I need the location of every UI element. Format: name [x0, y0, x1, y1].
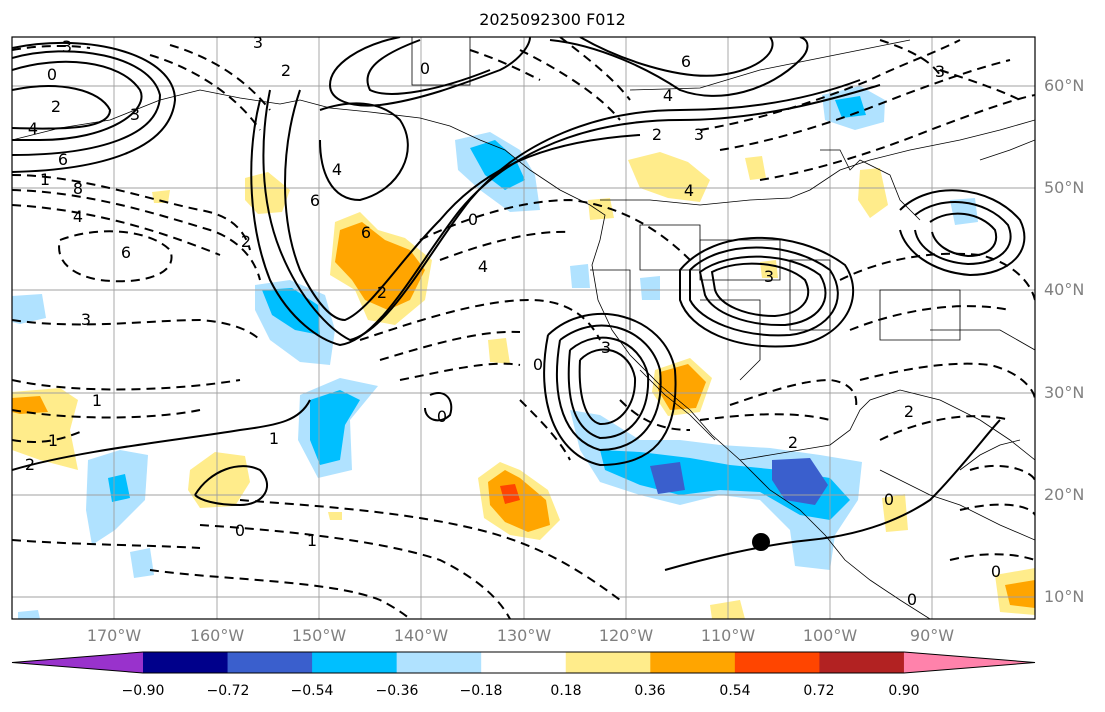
lon-label: 130°W	[496, 626, 552, 645]
map-title: 2025092300 F012	[479, 10, 626, 29]
contour-labels: 3 0 3 0 6 4 2 3 4 6 8 4 1 2 4 6 2 3 4 6 …	[25, 33, 1001, 609]
colorbar-extend-max	[903, 652, 1035, 673]
contour-label: 2	[25, 455, 35, 474]
contour-label: 0	[47, 65, 57, 84]
shaded-field	[12, 86, 1035, 619]
contour-label: 0	[991, 562, 1001, 581]
contour-label: 4	[684, 181, 694, 200]
contour-label: 6	[361, 223, 371, 242]
contour-label: 0	[468, 210, 478, 229]
lon-label: 120°W	[598, 626, 654, 645]
lat-label: 10°N	[1044, 587, 1085, 606]
contour-label: 2	[904, 402, 914, 421]
plot-area: 3 0 3 0 6 4 2 3 4 6 8 4 1 2 4 6 2 3 4 6 …	[12, 33, 1035, 619]
contour-label: 2	[377, 283, 387, 302]
contour-label: 6	[58, 150, 68, 169]
contour-label: 2	[788, 433, 798, 452]
colorbar-segment	[143, 652, 229, 673]
lon-label: 140°W	[393, 626, 449, 645]
contour-label: 0	[437, 407, 447, 426]
contour-label: 3	[935, 62, 945, 81]
contour-label: 2	[652, 125, 662, 144]
colorbar-tick-label: −0.90	[121, 683, 165, 699]
contour-label: 6	[681, 52, 691, 71]
contour-label: 4	[332, 160, 342, 179]
contour-label: 3	[253, 33, 263, 52]
colorbar-segment	[227, 652, 313, 673]
colorbar-segment	[734, 652, 820, 673]
colorbar-tick-label: −0.36	[375, 683, 419, 699]
lat-label: 20°N	[1044, 485, 1085, 504]
colorbar-segment	[312, 652, 398, 673]
contour-label: 3	[694, 125, 704, 144]
contour-label: 2	[241, 232, 251, 251]
location-marker	[752, 533, 770, 551]
contour-label: 1	[48, 431, 58, 450]
contour-label: 8	[73, 179, 83, 198]
colorbar-segment	[565, 652, 651, 673]
contour-label: 4	[663, 86, 673, 105]
colorbar-segment	[396, 652, 482, 673]
solid-contours	[12, 37, 1026, 571]
colorbar-outline	[11, 651, 1036, 674]
lat-label: 40°N	[1044, 280, 1085, 299]
lat-label: 30°N	[1044, 383, 1085, 402]
contour-label: 1	[269, 429, 279, 448]
colorbar-tick-label: 0.18	[550, 683, 582, 699]
contour-label: 4	[73, 207, 83, 226]
contour-label: 0	[884, 490, 894, 509]
contour-label: 0	[533, 355, 543, 374]
dashed-contours	[12, 37, 1035, 619]
contour-label: 2	[281, 61, 291, 80]
colorbar-extend-min	[12, 652, 143, 673]
lon-label: 170°W	[86, 626, 142, 645]
contour-label: 3	[130, 105, 140, 124]
contour-label: 0	[420, 59, 430, 78]
contour-label: 3	[62, 37, 72, 56]
colorbar-tick-label: 0.90	[888, 683, 920, 699]
colorbar-segment	[819, 652, 905, 673]
lon-label: 150°W	[291, 626, 347, 645]
contour-label: 1	[40, 170, 50, 189]
contour-label: 3	[81, 310, 91, 329]
contour-label: 4	[478, 257, 488, 276]
colorbar	[11, 651, 1036, 674]
contour-label: 1	[92, 391, 102, 410]
plot-frame	[11, 36, 1036, 620]
colorbar-tick-label: −0.54	[290, 683, 334, 699]
contour-label: 3	[601, 338, 611, 357]
colorbar-tick-label: 0.72	[803, 683, 835, 699]
lon-label: 90°W	[909, 626, 955, 645]
colorbar-tick-label: 0.54	[719, 683, 751, 699]
contour-label: 6	[310, 191, 320, 210]
lon-label: 110°W	[700, 626, 756, 645]
lon-label: 100°W	[802, 626, 858, 645]
colorbar-tick-label: 0.36	[634, 683, 666, 699]
contour-label: 6	[121, 243, 131, 262]
contour-label: 0	[235, 521, 245, 540]
colorbar-segment	[650, 652, 736, 673]
colorbar-tick-label: −0.18	[459, 683, 503, 699]
lat-label: 50°N	[1044, 178, 1085, 197]
lon-label: 160°W	[189, 626, 245, 645]
contour-label: 2	[51, 97, 61, 116]
contour-label: 1	[307, 531, 317, 550]
colorbar-segment	[481, 652, 567, 673]
contour-label: 4	[28, 119, 38, 138]
contour-label: 0	[907, 590, 917, 609]
lat-label: 60°N	[1044, 76, 1085, 95]
contour-label: 3	[764, 267, 774, 286]
colorbar-tick-label: −0.72	[206, 683, 250, 699]
